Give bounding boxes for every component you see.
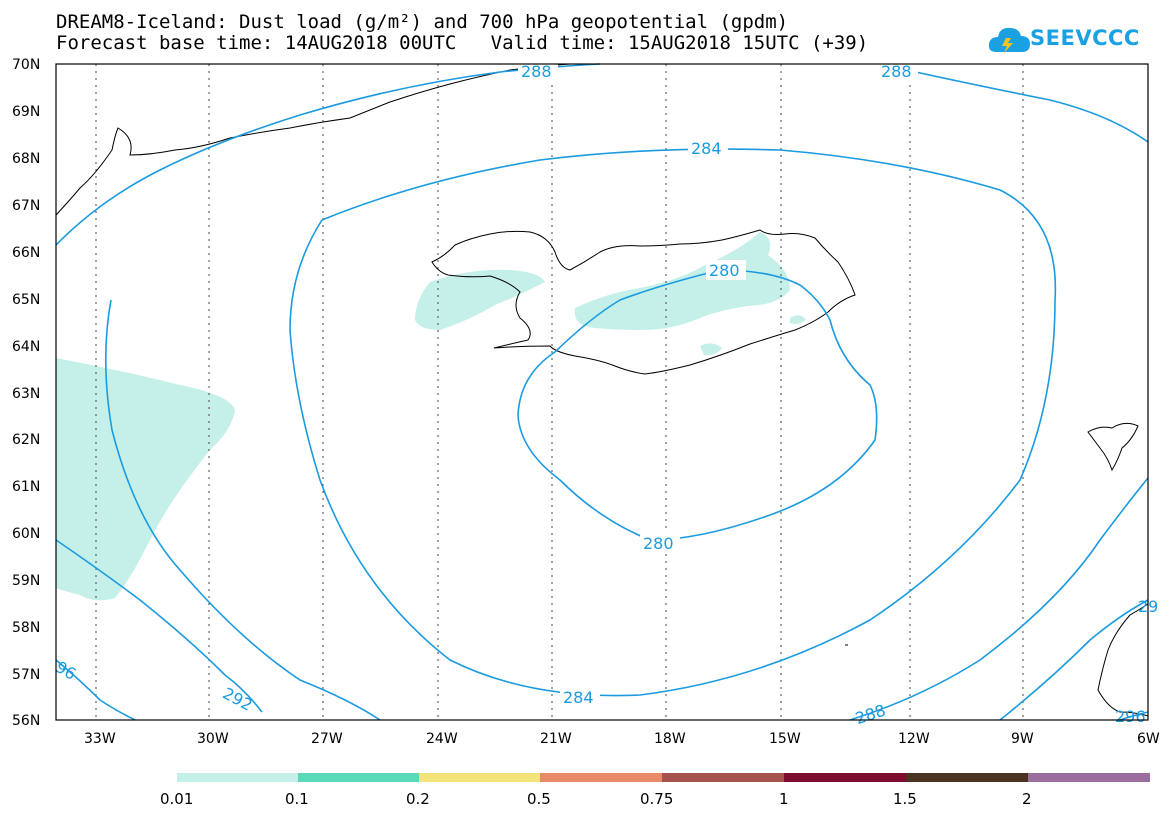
dust-region-west-atlantic <box>56 358 235 601</box>
colorbar-swatch <box>298 773 419 782</box>
lon-label: 24W <box>426 731 458 747</box>
lon-label: 18W <box>654 731 686 747</box>
contour-label-280-bottom: 280 <box>643 534 674 553</box>
dust-load-fill <box>56 232 806 601</box>
colorbar-label: 0.2 <box>406 790 430 808</box>
colorbar-label: 0.01 <box>160 790 193 808</box>
coastlines <box>55 63 1149 717</box>
greenland-coast <box>55 63 571 216</box>
lat-label: 57N <box>12 667 40 683</box>
colorbar-label: 2 <box>1022 790 1032 808</box>
colorbar-swatch <box>540 773 662 782</box>
dust-region-west-iceland <box>415 269 545 330</box>
lat-label: 60N <box>12 526 40 542</box>
lat-label: 56N <box>12 713 40 729</box>
colorbar-swatch <box>177 773 298 782</box>
contour-labels: 280 280 284 284 288 288 288 292 96 296 2… <box>52 62 1158 728</box>
colorbar-label: 1.5 <box>893 790 917 808</box>
lon-label: 9W <box>1011 731 1034 747</box>
colorbar-swatch <box>784 773 906 782</box>
lon-label: 30W <box>197 731 229 747</box>
colorbar-label: 0.5 <box>527 790 551 808</box>
colorbar-label: 1 <box>779 790 789 808</box>
contour-label-284-bottom: 284 <box>563 688 594 707</box>
colorbar-swatch <box>419 773 540 782</box>
lat-label: 66N <box>12 245 40 261</box>
contour-label-280-top: 280 <box>709 261 740 280</box>
dust-region-east-patch <box>790 315 806 324</box>
contour-label-284-top: 284 <box>691 139 722 158</box>
lat-label: 70N <box>12 57 40 73</box>
lat-label: 63N <box>12 386 40 402</box>
contour-296 <box>55 659 1149 721</box>
lat-label: 69N <box>12 104 40 120</box>
lat-label: 68N <box>12 151 40 167</box>
scotland-coast <box>1097 603 1149 717</box>
geopotential-contours <box>55 63 1149 721</box>
faroe-islands-coast <box>1087 422 1139 472</box>
lon-label: 27W <box>311 731 343 747</box>
lat-label: 59N <box>12 573 40 589</box>
map-frame <box>55 63 1149 721</box>
lat-label: 61N <box>12 479 40 495</box>
map-gridlines <box>95 64 1024 720</box>
colorbar-label: 0.75 <box>640 790 673 808</box>
seevccc-logo: SEEVCCC <box>988 22 1148 58</box>
contour-288 <box>55 63 1149 721</box>
lon-label: 6W <box>1137 731 1160 747</box>
longitude-axis: 33W 30W 27W 24W 21W 18W 15W 12W 9W 6W <box>84 731 1160 747</box>
colorbar-swatch <box>1028 773 1150 782</box>
title-line-1: DREAM8-Iceland: Dust load (g/m²) and 700… <box>56 11 789 33</box>
lon-label: 33W <box>84 731 116 747</box>
lat-label: 64N <box>12 339 40 355</box>
colorbar-label: 0.1 <box>285 790 309 808</box>
contour-label-292: 292 <box>220 684 256 715</box>
cloud-icon <box>988 27 1030 53</box>
contour-292 <box>55 539 263 713</box>
contour-label-296-right: 296 <box>1115 707 1146 726</box>
logo-text: SEEVCCC <box>1030 26 1140 50</box>
iceland-coast <box>431 229 856 375</box>
contour-label-288-top-left: 288 <box>521 62 552 81</box>
contour-label-288-bottom: 288 <box>853 701 888 729</box>
lat-label: 65N <box>12 292 40 308</box>
colorbar-swatch <box>906 773 1028 782</box>
colorbar-swatch <box>662 773 784 782</box>
latitude-axis: 70N 69N 68N 67N 66N 65N 64N 63N 62N 61N … <box>12 57 40 729</box>
lon-label: 21W <box>540 731 572 747</box>
lat-label: 58N <box>12 620 40 636</box>
lon-label: 12W <box>898 731 930 747</box>
lat-label: 67N <box>12 198 40 214</box>
contour-280 <box>517 269 878 541</box>
contour-label-288-top-right: 288 <box>881 62 912 81</box>
dust-region-central-iceland <box>574 232 790 330</box>
dust-region-south-patch <box>700 343 722 356</box>
title-line-2: Forecast base time: 14AUG2018 00UTC Vali… <box>56 32 869 54</box>
colorbar: 0.01 0.1 0.2 0.5 0.75 1 1.5 2 <box>160 773 1150 808</box>
lat-label: 62N <box>12 432 40 448</box>
lon-label: 15W <box>769 731 801 747</box>
contour-284 <box>289 148 1057 697</box>
